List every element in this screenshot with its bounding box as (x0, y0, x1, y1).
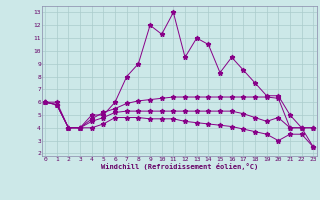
X-axis label: Windchill (Refroidissement éolien,°C): Windchill (Refroidissement éolien,°C) (100, 163, 258, 170)
